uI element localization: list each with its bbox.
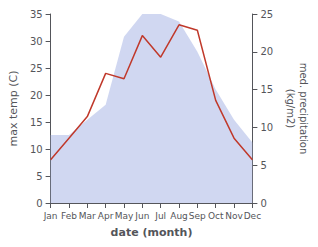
svg-text:15: 15 bbox=[30, 117, 43, 128]
svg-text:25: 25 bbox=[260, 9, 273, 20]
svg-text:(kg/m2): (kg/m2) bbox=[285, 89, 296, 129]
svg-text:Oct: Oct bbox=[208, 211, 224, 221]
svg-text:15: 15 bbox=[260, 84, 273, 95]
svg-text:max temp (C): max temp (C) bbox=[7, 70, 20, 146]
svg-text:Dec: Dec bbox=[244, 211, 261, 221]
svg-text:date (month): date (month) bbox=[111, 226, 193, 239]
svg-text:5: 5 bbox=[260, 160, 266, 171]
svg-text:Jan: Jan bbox=[43, 211, 58, 221]
svg-text:med. precipitation: med. precipitation bbox=[298, 63, 309, 155]
svg-text:Aug: Aug bbox=[170, 211, 188, 221]
svg-text:10: 10 bbox=[30, 144, 43, 155]
svg-text:Jul: Jul bbox=[154, 211, 166, 221]
svg-text:35: 35 bbox=[30, 9, 43, 20]
svg-text:Mar: Mar bbox=[79, 211, 96, 221]
svg-text:Apr: Apr bbox=[98, 211, 114, 221]
svg-text:0: 0 bbox=[260, 198, 266, 209]
svg-text:Nov: Nov bbox=[225, 211, 243, 221]
svg-text:20: 20 bbox=[30, 90, 43, 101]
svg-text:10: 10 bbox=[260, 122, 273, 133]
svg-text:Sep: Sep bbox=[189, 211, 206, 221]
svg-text:Jun: Jun bbox=[134, 211, 149, 221]
svg-text:30: 30 bbox=[30, 36, 43, 47]
svg-text:20: 20 bbox=[260, 46, 273, 57]
svg-text:0: 0 bbox=[36, 198, 42, 209]
svg-text:May: May bbox=[115, 211, 134, 221]
svg-text:5: 5 bbox=[36, 171, 42, 182]
svg-text:25: 25 bbox=[30, 63, 43, 74]
svg-text:Feb: Feb bbox=[61, 211, 77, 221]
